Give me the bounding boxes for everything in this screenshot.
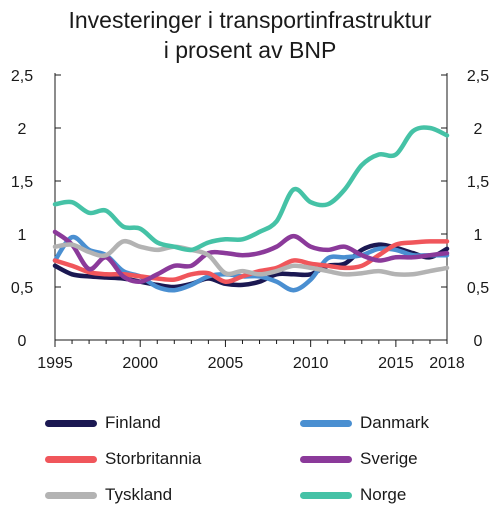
- y-tick-label-left: 0: [18, 333, 27, 350]
- y-axis-left-ticks: 0 0,5 1 1,5 2 2,5: [11, 68, 61, 350]
- legend-label: Danmark: [360, 413, 429, 432]
- legend-swatch: [300, 455, 352, 463]
- y-axis-right-ticks: 0 0,5 1 1,5 2 2,5: [441, 68, 489, 350]
- x-tick-label: 2005: [208, 355, 244, 372]
- legend-swatch: [45, 455, 97, 463]
- legend-swatch: [300, 491, 352, 499]
- y-tick-label-left: 2: [18, 121, 27, 138]
- y-tick-label-right: 2,5: [467, 68, 489, 85]
- line-chart: 0 0,5 1 1,5 2 2,5 0 0,5 1 1,5 2 2,5 1995 2000 2005 20…: [11, 68, 489, 372]
- chart-axes: [54, 73, 448, 341]
- y-tick-label-right: 0: [474, 333, 483, 350]
- y-tick-label-right: 0,5: [467, 280, 489, 297]
- y-tick-label-left: 0,5: [11, 280, 33, 297]
- x-tick-label: 2015: [378, 355, 414, 372]
- chart-subtitle: i prosent av BNP: [163, 37, 337, 63]
- series-lines: [52, 125, 450, 293]
- legend-label: Sverige: [360, 449, 418, 468]
- legend-label: Storbritannia: [105, 449, 202, 468]
- series-line-finland: [52, 242, 450, 290]
- y-tick-label-left: 2,5: [11, 68, 33, 85]
- legend-swatch: [45, 491, 97, 499]
- legend-item-sverige: Sverige: [300, 446, 418, 472]
- x-tick-label: 2010: [293, 355, 329, 372]
- series-line-tyskland: [52, 238, 450, 277]
- y-tick-label-right: 2: [474, 121, 483, 138]
- legend-swatch: [45, 419, 97, 427]
- series-line-norge: [52, 125, 450, 253]
- series-line-sverige: [52, 229, 450, 285]
- legend-label: Tyskland: [105, 485, 173, 504]
- y-tick-label-right: 1: [474, 227, 483, 244]
- legend-swatch: [300, 419, 352, 427]
- y-tick-label-left: 1: [18, 227, 27, 244]
- legend-label: Finland: [105, 413, 161, 432]
- x-tick-label: 2000: [122, 355, 158, 372]
- legend-item-norge: Norge: [300, 482, 406, 508]
- x-tick-label: 1995: [37, 355, 73, 372]
- y-tick-label-left: 1,5: [11, 174, 33, 191]
- chart-title: Investeringer i transportinfrastruktur: [68, 7, 432, 33]
- legend-item-storbritannia: Storbritannia: [45, 446, 201, 472]
- legend-item-danmark: Danmark: [300, 410, 429, 436]
- legend-label: Norge: [360, 485, 407, 504]
- legend-item-tyskland: Tyskland: [45, 482, 172, 508]
- series-line-danmark: [52, 234, 450, 293]
- chart-legend: Finland Danmark Storbritannia Sverige Tyskla…: [0, 400, 500, 510]
- y-tick-label-right: 1,5: [467, 174, 489, 191]
- x-tick-label: 2018: [429, 355, 465, 372]
- legend-item-finland: Finland: [45, 410, 161, 436]
- x-axis-ticks: 1995 2000 2005 2010 2015 2018: [37, 340, 465, 372]
